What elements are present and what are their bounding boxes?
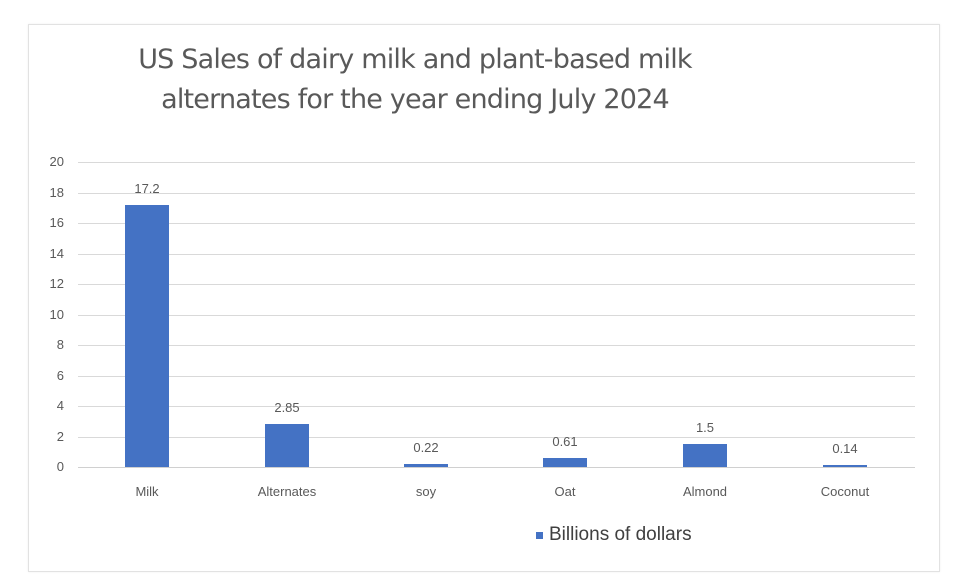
gridline — [78, 375, 915, 377]
y-tick-label: 8 — [56, 337, 64, 352]
data-label: 17.2 — [134, 180, 160, 196]
y-tick-label: 4 — [56, 398, 64, 413]
x-tick-label: soy — [415, 484, 437, 499]
bar-almond — [683, 444, 727, 467]
y-tick-label: 0 — [56, 459, 64, 474]
bar-oat — [543, 457, 587, 467]
gridline — [78, 406, 915, 407]
gridline — [78, 284, 915, 285]
data-label: 0.22 — [413, 439, 439, 455]
y-tick-label: 14 — [49, 245, 64, 261]
y-tick-label: 12 — [49, 276, 64, 291]
data-label: 0.14 — [832, 440, 858, 456]
gridline — [78, 162, 915, 163]
y-tick-label: 18 — [49, 184, 64, 200]
y-tick-label: 6 — [56, 367, 64, 383]
chart-title: US Sales of dairy milk and plant-based m… — [0, 40, 830, 120]
y-tick-label: 20 — [49, 154, 64, 169]
legend-label: Billions of dollars — [549, 524, 692, 545]
legend-swatch-icon — [536, 531, 543, 539]
x-tick-label: Alternates — [257, 484, 317, 499]
chart-title-line-2: alternates for the year ending July 2024 — [161, 84, 670, 115]
data-label: 2.85 — [274, 399, 300, 415]
gridline — [78, 192, 915, 194]
gridline — [78, 253, 915, 255]
gridline — [78, 223, 915, 224]
chart-frame — [28, 24, 940, 572]
gridline — [78, 345, 915, 346]
y-tick-label: 10 — [49, 306, 64, 322]
gridline — [78, 436, 915, 438]
x-tick-label: Coconut — [820, 484, 870, 499]
gridline — [78, 467, 915, 468]
gridline — [78, 314, 915, 316]
legend: Billions of dollars — [536, 524, 692, 546]
x-tick-label: Almond — [682, 484, 728, 499]
y-tick-label: 2 — [56, 428, 64, 444]
bar-soy — [404, 463, 448, 467]
y-tick-label: 16 — [49, 215, 64, 230]
data-label: 1.5 — [695, 420, 715, 436]
data-label: 0.61 — [552, 433, 578, 449]
x-tick-label: Milk — [135, 484, 159, 499]
x-tick-label: Oat — [554, 484, 576, 499]
bar-alternates — [265, 423, 309, 467]
bar-milk — [125, 204, 169, 467]
chart-title-line-1: US Sales of dairy milk and plant-based m… — [138, 44, 692, 75]
bar-coconut — [823, 464, 867, 467]
